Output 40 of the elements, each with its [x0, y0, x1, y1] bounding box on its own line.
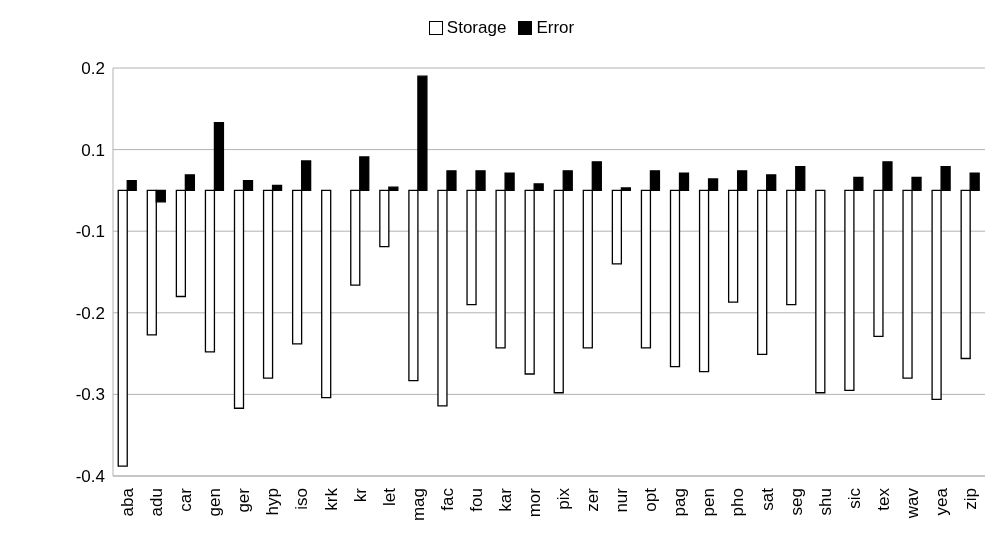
- x-tick-label: kar: [495, 487, 515, 512]
- x-tick-label: adu: [147, 488, 167, 517]
- x-tick-label: tex: [873, 487, 893, 511]
- y-tick-label: -0.1: [75, 222, 105, 242]
- x-tick-label: mag: [408, 488, 428, 522]
- y-tick-label: -0.3: [75, 385, 105, 405]
- x-tick-label: iso: [292, 488, 312, 510]
- x-tick-label: wav: [902, 487, 922, 520]
- x-tick-label: pen: [699, 488, 719, 517]
- x-tick-label: gen: [205, 488, 225, 517]
- y-tick-label: -0.4: [75, 467, 105, 487]
- x-tick-label: pix: [554, 487, 574, 510]
- x-tick-label: let: [379, 487, 399, 506]
- x-tick-label: ger: [234, 487, 254, 513]
- x-tick-label: fac: [437, 487, 457, 511]
- x-tick-label: hyp: [263, 488, 283, 516]
- x-tick-label: shu: [815, 488, 835, 516]
- x-tick-label: kr: [350, 487, 370, 503]
- y-tick-label: -0.2: [75, 303, 105, 323]
- x-tick-label: sat: [757, 487, 777, 511]
- x-tick-label: pho: [728, 488, 748, 517]
- x-tick-label: yea: [931, 487, 951, 516]
- x-tick-label: car: [176, 487, 196, 512]
- legend-label: Error: [536, 18, 575, 38]
- x-tick-label: mor: [524, 487, 544, 518]
- x-tick-label: seg: [786, 488, 806, 516]
- x-tick-label: zip: [960, 488, 980, 510]
- bar: [815, 189, 826, 394]
- legend-label: Storage: [446, 18, 507, 38]
- x-tick-label: fou: [466, 488, 486, 512]
- x-tick-label: opt: [641, 487, 661, 512]
- x-tick-label: zer: [583, 487, 603, 512]
- bar: [321, 189, 332, 399]
- y-tick-label: 0.2: [81, 59, 105, 79]
- x-tick-label: pag: [670, 488, 690, 517]
- y-tick-label: 0.1: [81, 140, 105, 160]
- x-tick-label: sic: [844, 487, 864, 509]
- x-tick-label: nur: [612, 487, 632, 513]
- x-tick-label: aba: [118, 487, 138, 517]
- x-tick-label: krk: [321, 487, 341, 511]
